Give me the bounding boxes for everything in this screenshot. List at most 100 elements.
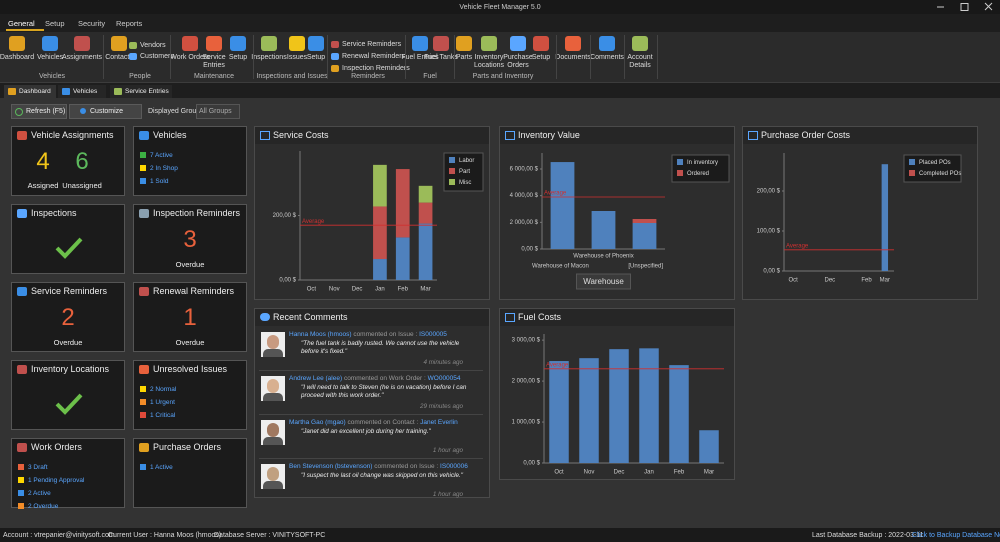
tile[interactable]: Purchase Orders 1 Active (133, 438, 247, 508)
tile[interactable]: Unresolved Issues 2 Normal 1 Urgent 1 Criti… (133, 360, 247, 430)
y-tick-label: 1 000,00 $ (512, 420, 541, 426)
ribbon-button[interactable]: Setup (215, 35, 261, 75)
tile[interactable]: Vehicles 7 Active 2 In Shop 1 Sold (133, 126, 247, 196)
refresh-button[interactable]: Refresh (F5) (11, 104, 67, 119)
comment-time: 1 hour ago (432, 491, 463, 498)
ribbon-small-button[interactable]: Inspection Reminders (331, 64, 410, 74)
status-link[interactable]: 1 Pending Approval (28, 477, 85, 484)
group-combo[interactable]: All Groups (196, 104, 240, 119)
backup-link[interactable]: Click to Backup Database Now! (912, 532, 1000, 539)
y-tick-label: 0,00 $ (523, 461, 540, 467)
tile-icon (17, 443, 27, 452)
comment-action: commented on Issue : (374, 463, 439, 470)
ribbon-button[interactable]: Comments (584, 35, 630, 75)
comment-time: 1 hour ago (432, 447, 463, 454)
comment-ref[interactable]: Janet Everlin (420, 419, 458, 426)
status-link[interactable]: 7 Active (150, 152, 173, 159)
tile[interactable]: Inspection Reminders 3 Overdue (133, 204, 247, 274)
ribbon-button[interactable]: Purchase Orders (495, 35, 541, 75)
ribbon-button[interactable]: Work Orders (167, 35, 213, 75)
button-label: Work Orders (170, 54, 210, 61)
bar (373, 206, 387, 260)
status-account: Account : vtrepanier@vinitysoft.com (3, 532, 115, 539)
x-tick-label: Feb (861, 278, 872, 284)
status-link[interactable]: 1 Critical (150, 412, 176, 419)
comment-user[interactable]: Martha Gao (mgao) (289, 419, 346, 426)
ribbon-button[interactable]: Fuel Entries (397, 35, 443, 75)
comment-user[interactable]: Andrew Lee (alee) (289, 375, 343, 382)
bar (373, 164, 387, 207)
ribbon-button[interactable]: Assignments (59, 35, 105, 75)
y-tick-label: 200,00 $ (273, 213, 297, 219)
ribbon-small-button[interactable]: Customers (129, 52, 201, 62)
ribbon-small-button[interactable]: Vendors (129, 41, 201, 51)
legend-label: Ordered (687, 171, 709, 177)
button-icon (261, 36, 277, 51)
tile[interactable]: Inventory Locations (11, 360, 125, 430)
status-link[interactable]: 1 Active (150, 464, 173, 471)
menu-tab[interactable]: Setup (45, 19, 65, 28)
status-link[interactable]: 1 Urgent (150, 399, 175, 406)
button-label: Dashboard (0, 54, 35, 61)
ribbon-button[interactable]: Contacts (96, 35, 142, 75)
y-tick-label: 2 000,00 $ (510, 220, 539, 226)
status-backup: Last Database Backup : 2022-03-11 (812, 532, 924, 539)
tile[interactable]: Work Orders 3 Draft 1 Pending Approval 2 Ac… (11, 438, 125, 510)
ribbon-button[interactable]: Inspections (246, 35, 292, 75)
document-tab[interactable]: Service Entries (110, 85, 172, 98)
ribbon-button[interactable]: Setup (518, 35, 564, 75)
tile-icon (139, 365, 149, 374)
tile-title: Vehicles (153, 130, 187, 140)
status-link[interactable]: 2 Active (28, 490, 51, 497)
ribbon-button[interactable]: Documents (550, 35, 596, 75)
legend-label: Part (459, 169, 470, 175)
ribbon-button[interactable]: Issues (274, 35, 320, 75)
button-icon (129, 53, 137, 60)
ribbon-button[interactable]: Fuel Tanks (418, 35, 464, 75)
document-tab[interactable]: Vehicles (58, 85, 106, 98)
x-tick-label: Feb (674, 470, 685, 476)
ribbon-button[interactable]: Setup (293, 35, 339, 75)
customize-button[interactable]: Customize (69, 104, 142, 119)
ribbon-small-button[interactable]: Renewal Reminders (331, 52, 405, 62)
comment-ref[interactable]: IS000005 (419, 331, 447, 338)
ribbon-button[interactable]: Vehicles (27, 35, 73, 75)
document-tab[interactable]: Dashboard (4, 85, 56, 98)
status-link[interactable]: 2 Normal (150, 386, 177, 393)
comment-ref[interactable]: WO000054 (427, 375, 461, 382)
ribbon-small-button[interactable]: Service Reminders (331, 40, 403, 50)
ribbon-group-label: Inspections and Issues (256, 73, 328, 80)
status-swatch (140, 178, 146, 184)
comment-user[interactable]: Hanna Moos (hmoos) (289, 331, 352, 338)
comment-header: Hanna Moos (hmoos) commented on Issue : … (289, 330, 489, 339)
menu-tab[interactable]: General (8, 19, 35, 28)
tile[interactable]: Service Reminders 2 Overdue (11, 282, 125, 352)
menu-tab[interactable]: Security (78, 19, 106, 28)
status-link[interactable]: 3 Draft (28, 464, 48, 471)
status-link[interactable]: 2 In Shop (150, 165, 178, 172)
ribbon-button[interactable]: Inventory Locations (466, 35, 512, 75)
panel-header (255, 309, 489, 326)
check-mark (55, 237, 83, 259)
tile[interactable]: Inspections (11, 204, 125, 274)
button-icon (510, 36, 526, 51)
comment-ref[interactable]: IS000006 (440, 463, 468, 470)
ribbon-button[interactable]: Parts (441, 35, 487, 75)
status-swatch (18, 477, 24, 483)
tile[interactable]: Renewal Reminders 1 Overdue (133, 282, 247, 352)
window-title: Vehicle Fleet Manager 5.0 (459, 4, 541, 11)
ribbon-button[interactable]: Account Details (617, 35, 663, 75)
x-tick-label: Jan (644, 470, 654, 476)
legend-label: Completed POs (919, 171, 961, 177)
tile[interactable]: Vehicle Assignments 4 Assigned 6 Unassigned (11, 126, 125, 196)
status-link[interactable]: 2 Overdue (28, 503, 59, 510)
x-tick-label: Warehouse of Macon (532, 264, 589, 270)
status-user: Current User : Hanna Moos (hmoos) (108, 532, 222, 539)
window-controls[interactable] (935, 2, 997, 12)
ribbon-button[interactable]: Service Entries (191, 35, 237, 75)
menu-tab[interactable]: Reports (116, 19, 143, 28)
avatar-face (267, 423, 279, 437)
comment-user[interactable]: Ben Stevenson (bstevenson) (289, 463, 373, 470)
status-link[interactable]: 1 Sold (150, 178, 169, 185)
ribbon-button[interactable]: Dashboard (0, 35, 40, 75)
